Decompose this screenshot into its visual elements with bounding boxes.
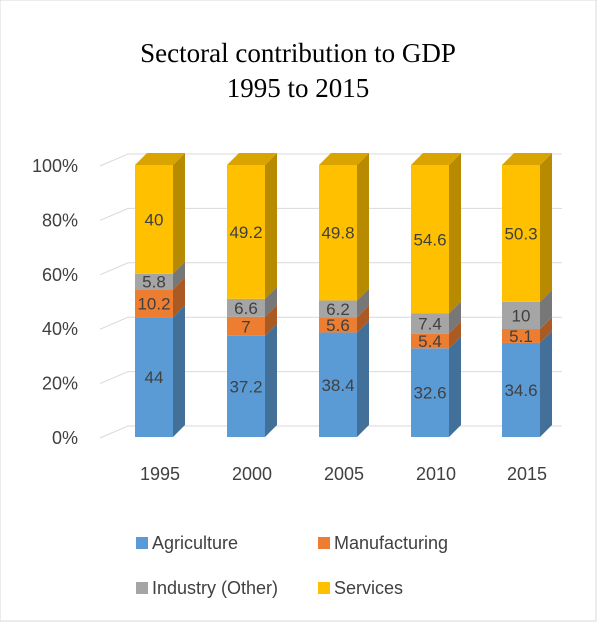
- bar-segment: [411, 153, 461, 314]
- bar-segment: [502, 330, 552, 437]
- bar-segment: [135, 305, 185, 437]
- data-label: 34.6: [504, 381, 537, 400]
- bar-segment: [227, 323, 277, 437]
- bar-segment: [227, 304, 277, 336]
- bar-segment: [411, 321, 461, 349]
- legend-entry: Services: [334, 578, 403, 598]
- x-category-label: 2010: [416, 464, 456, 484]
- gridline: [99, 153, 562, 167]
- legend-swatch: [318, 537, 330, 549]
- data-label: 5.8: [142, 273, 166, 292]
- data-label: 49.8: [321, 224, 354, 243]
- x-category-label: 2005: [324, 464, 364, 484]
- legend-swatch: [318, 582, 330, 594]
- y-tick-label: 80%: [42, 210, 78, 230]
- y-axis-tick-labels: 0% 20% 40% 60% 80% 100%: [32, 156, 78, 448]
- data-label: 54.6: [413, 230, 446, 249]
- data-label: 5.4: [418, 332, 442, 351]
- data-label: 37.2: [229, 377, 262, 396]
- data-label: 6.2: [326, 300, 350, 319]
- data-label: 32.6: [413, 384, 446, 403]
- data-label: 7: [241, 317, 250, 336]
- x-category-label: 2015: [507, 464, 547, 484]
- x-category-label: 2000: [232, 464, 272, 484]
- bar-segment: [502, 317, 552, 343]
- bar-segment: [319, 153, 369, 301]
- bar-segment: [502, 289, 552, 330]
- y-tick-label: 100%: [32, 156, 78, 176]
- bar-segment: [135, 261, 185, 290]
- y-tick-label: 0%: [52, 428, 78, 448]
- bar-segment: [502, 153, 552, 302]
- data-label: 44: [145, 368, 164, 387]
- legend-entry: Industry (Other): [152, 578, 278, 598]
- bar-segment: [319, 288, 369, 318]
- bars: [135, 153, 552, 437]
- bar-segment: [227, 286, 277, 317]
- data-label: 50.3: [504, 224, 537, 243]
- y-tick-label: 40%: [42, 319, 78, 339]
- data-label: 5.1: [509, 327, 533, 346]
- chart-title-line-2: 1995 to 2015: [227, 73, 370, 103]
- legend-entry: Agriculture: [152, 533, 238, 553]
- data-label: 7.4: [418, 315, 442, 334]
- bar-segment: [411, 336, 461, 437]
- chart-title-line-1: Sectoral contribution to GDP: [140, 38, 456, 68]
- data-label: 49.2: [229, 223, 262, 242]
- data-label: 6.6: [234, 299, 258, 318]
- bar-segment: [319, 320, 369, 437]
- data-label: 10: [512, 306, 531, 325]
- bar-segment: [319, 305, 369, 333]
- bar-segment: [135, 277, 185, 318]
- y-tick-label: 60%: [42, 265, 78, 285]
- y-tick-label: 20%: [42, 374, 78, 394]
- data-label: 10.2: [137, 294, 170, 313]
- legend: Agriculture Manufacturing Industry (Other)…: [136, 533, 448, 598]
- x-axis-category-labels: 1995 2000 2005 2010 2015: [140, 464, 547, 484]
- legend-entry: Manufacturing: [334, 533, 448, 553]
- legend-swatch: [136, 537, 148, 549]
- bar-segment: [411, 301, 461, 334]
- bar-segment: [227, 153, 277, 299]
- data-labels: 44 10.2 5.8 40 37.2 76.6 49.2 38.4 5.66.2 49.8 32.…: [137, 210, 537, 402]
- bar-segment: [135, 153, 185, 274]
- legend-swatch: [136, 582, 148, 594]
- x-category-label: 1995: [140, 464, 180, 484]
- data-label: 40: [145, 210, 164, 229]
- data-label: 5.6: [326, 316, 350, 335]
- data-label: 38.4: [321, 376, 354, 395]
